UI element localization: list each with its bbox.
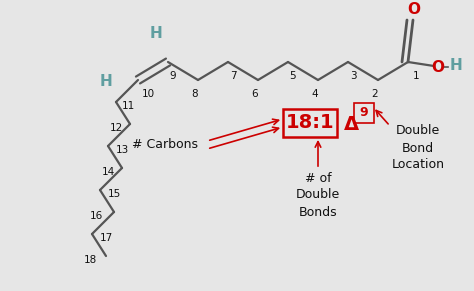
Text: 16: 16 [90,211,103,221]
Text: 18: 18 [83,255,97,265]
Text: H: H [450,58,462,72]
Text: 6: 6 [252,89,258,99]
Text: # of
Double
Bonds: # of Double Bonds [296,171,340,219]
Text: 8: 8 [191,89,198,99]
Text: Double
Bond
Location: Double Bond Location [392,125,445,171]
Text: 17: 17 [100,233,113,243]
Text: 1: 1 [413,71,419,81]
Text: O: O [408,3,420,17]
Text: 18:1: 18:1 [286,113,334,132]
Text: 14: 14 [101,167,115,177]
Text: 10: 10 [141,89,155,99]
Text: 2: 2 [372,89,378,99]
Text: 15: 15 [108,189,120,199]
Text: 7: 7 [230,71,237,81]
Text: 12: 12 [109,123,123,133]
Text: H: H [100,74,112,90]
Text: Δ: Δ [344,114,359,134]
Text: 11: 11 [121,101,135,111]
Text: O: O [431,59,445,74]
Text: 9: 9 [360,107,368,120]
Text: 13: 13 [115,145,128,155]
Text: H: H [150,26,163,42]
Text: 9: 9 [170,71,176,81]
Text: 5: 5 [290,71,296,81]
Text: 4: 4 [312,89,319,99]
Text: 3: 3 [350,71,356,81]
Text: # Carbons: # Carbons [132,139,198,152]
